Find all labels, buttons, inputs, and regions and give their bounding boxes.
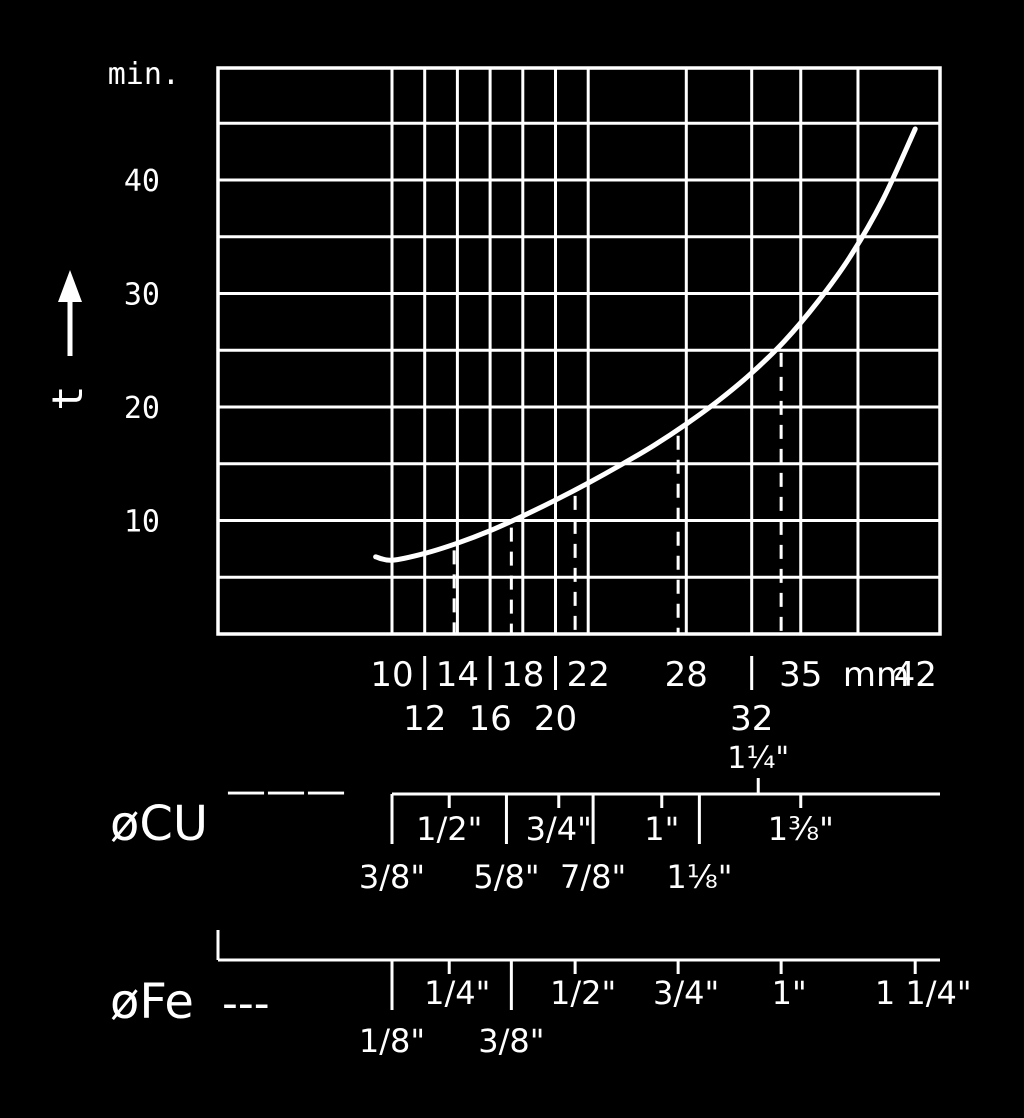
- legend-line-sample: ---: [222, 978, 270, 1029]
- copper-pipe-scale: 3/8" 1/2" 5/8" 3/4" 7/8" 1" 1⅛" 1¼" 1⅜" øCU ———: [110, 741, 940, 896]
- scale-label: 1 1/4": [875, 974, 972, 1012]
- up-arrow-icon: [58, 270, 82, 302]
- x-tick-label: 16: [468, 699, 511, 739]
- grid: [216, 66, 942, 636]
- x-tick-label: 22: [567, 655, 610, 695]
- copper-scale-label: øCU: [110, 796, 208, 852]
- scale-label: 3/8": [359, 858, 425, 896]
- curve-layer: [373, 126, 918, 563]
- scale-label: 1/2": [550, 974, 616, 1012]
- scale-label: 1": [772, 974, 807, 1012]
- dashed-markers: [452, 352, 783, 634]
- scale-label: 1/4": [424, 974, 490, 1012]
- scale-label: 3/4": [526, 810, 592, 848]
- x-unit-label: mm: [843, 655, 909, 695]
- legend-line-sample: ———: [226, 768, 346, 814]
- x-tick-label: 10: [370, 655, 413, 695]
- y-tick-label: 40: [124, 164, 160, 199]
- series-line: [373, 126, 918, 563]
- scale-label: 3/4": [653, 974, 719, 1012]
- scale-label: 1/2": [416, 810, 482, 848]
- scale-label: 3/8": [478, 1022, 544, 1060]
- x-tick-label: 18: [501, 655, 544, 695]
- x-tick-label: 12: [403, 699, 446, 739]
- scale-label: 5/8": [473, 858, 539, 896]
- y-axis-title: t: [43, 385, 92, 410]
- y-axis-title: t: [43, 270, 92, 411]
- y-unit-label: min.: [108, 57, 180, 92]
- y-tick-label: 30: [124, 278, 160, 313]
- scale-label: 7/8": [560, 858, 626, 896]
- x-tick-label: 35: [779, 655, 822, 695]
- x-tick-label: 28: [665, 655, 708, 695]
- x-tick-label: 32: [730, 699, 773, 739]
- scale-label: 1/8": [359, 1022, 425, 1060]
- scale-label: 1⅛": [666, 858, 732, 896]
- steel-pipe-scale: 1/8" 1/4" 3/8"1/2" 3/4" 1" 1 1/4" øFe ---: [110, 930, 972, 1060]
- x-tick-label: 14: [436, 655, 479, 695]
- x-tick-label: 20: [534, 699, 577, 739]
- scale-label: 1¼": [727, 741, 789, 776]
- scale-label: 1": [644, 810, 679, 848]
- x-tick-label: 42: [894, 655, 937, 695]
- scale-label: 1⅜": [768, 810, 834, 848]
- y-tick-label: 20: [124, 391, 160, 426]
- steel-scale-label: øFe: [110, 974, 194, 1030]
- y-tick-label: 10: [124, 505, 160, 540]
- plot-frame: [216, 66, 942, 636]
